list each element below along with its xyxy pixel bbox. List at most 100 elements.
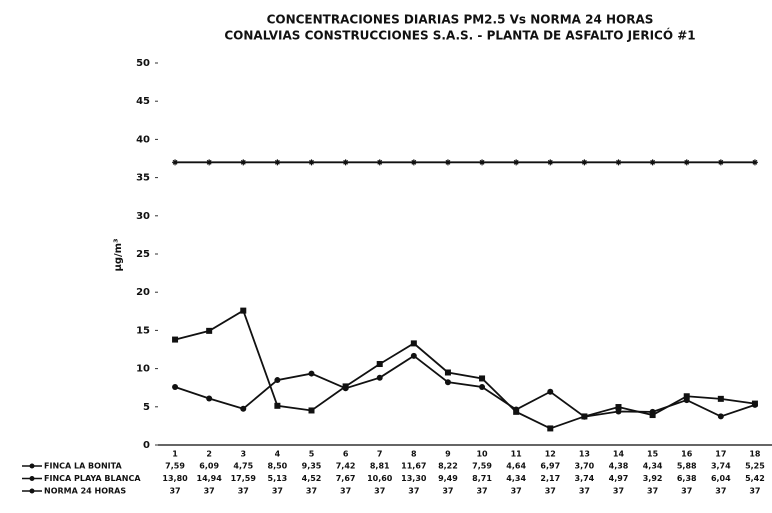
x-tick-label: 4 bbox=[275, 450, 281, 459]
table-cell: 37 bbox=[715, 487, 726, 496]
point bbox=[342, 383, 349, 390]
x-tick-label: 2 bbox=[206, 450, 212, 459]
table-cell: 7,59 bbox=[165, 462, 185, 471]
point bbox=[683, 393, 690, 400]
table-cell: 37 bbox=[204, 487, 215, 496]
y-tick-label: 35 bbox=[136, 173, 150, 184]
y-tick-label: 45 bbox=[136, 96, 150, 107]
x-tick-label: 3 bbox=[240, 450, 246, 459]
chart-title: CONCENTRACIONES DIARIAS PM2.5 Vs NORMA 2… bbox=[267, 13, 654, 27]
point bbox=[172, 384, 179, 391]
point bbox=[479, 159, 486, 166]
point bbox=[751, 159, 758, 166]
table-cell: 37 bbox=[511, 487, 522, 496]
table-cell: 9,35 bbox=[302, 462, 322, 471]
x-tick-label: 18 bbox=[749, 450, 761, 459]
y-tick-label: 25 bbox=[136, 249, 150, 260]
table-cell: 4,75 bbox=[233, 462, 253, 471]
legend-label: NORMA 24 HORAS bbox=[44, 487, 126, 496]
point bbox=[513, 408, 520, 415]
point bbox=[683, 159, 690, 166]
table-cell: 37 bbox=[647, 487, 658, 496]
x-tick-label: 11 bbox=[511, 450, 523, 459]
table-cell: 3,74 bbox=[711, 462, 731, 471]
table-cell: 37 bbox=[545, 487, 556, 496]
x-tick-label: 13 bbox=[579, 450, 590, 459]
table-cell: 37 bbox=[340, 487, 351, 496]
table-cell: 5,42 bbox=[745, 474, 765, 483]
table-cell: 9,49 bbox=[438, 474, 458, 483]
x-tick-label: 8 bbox=[411, 450, 417, 459]
table-cell: 4,97 bbox=[609, 474, 629, 483]
point bbox=[615, 404, 622, 411]
table-cell: 3,92 bbox=[643, 474, 663, 483]
point bbox=[513, 159, 520, 166]
point bbox=[581, 159, 588, 166]
x-tick-label: 16 bbox=[681, 450, 693, 459]
point bbox=[240, 159, 247, 166]
point bbox=[240, 405, 247, 412]
table-cell: 4,52 bbox=[302, 474, 322, 483]
table-cell: 37 bbox=[579, 487, 590, 496]
point bbox=[376, 374, 383, 381]
table-cell: 6,97 bbox=[540, 462, 560, 471]
x-tick-label: 1 bbox=[172, 450, 178, 459]
point bbox=[308, 407, 315, 414]
point bbox=[376, 159, 383, 166]
table-cell: 5,13 bbox=[268, 474, 288, 483]
table-cell: 7,67 bbox=[336, 474, 356, 483]
table-cell: 4,34 bbox=[506, 474, 526, 483]
table-cell: 37 bbox=[476, 487, 487, 496]
point bbox=[649, 159, 656, 166]
point bbox=[717, 413, 724, 420]
point bbox=[274, 402, 281, 409]
point bbox=[308, 159, 315, 166]
y-tick-label: 50 bbox=[136, 58, 150, 69]
table-cell: 8,81 bbox=[370, 462, 390, 471]
series-line bbox=[174, 309, 756, 430]
table-cell: 4,64 bbox=[506, 462, 526, 471]
y-tick-label: 15 bbox=[136, 325, 150, 336]
point bbox=[547, 388, 554, 395]
point bbox=[547, 159, 554, 166]
table-cell: 11,67 bbox=[401, 462, 426, 471]
point bbox=[479, 384, 486, 391]
table-cell: 3,74 bbox=[575, 474, 595, 483]
x-tick-label: 12 bbox=[545, 450, 556, 459]
point bbox=[172, 336, 179, 343]
point bbox=[581, 413, 588, 420]
point bbox=[444, 379, 451, 386]
x-tick-label: 9 bbox=[445, 450, 451, 459]
table-cell: 7,42 bbox=[336, 462, 356, 471]
y-tick-label: 5 bbox=[143, 402, 150, 413]
table-cell: 37 bbox=[306, 487, 317, 496]
table-cell: 13,30 bbox=[401, 474, 427, 483]
point bbox=[717, 159, 724, 166]
table-cell: 37 bbox=[169, 487, 180, 496]
table-cell: 37 bbox=[613, 487, 624, 496]
point bbox=[479, 375, 486, 382]
table-cell: 13,80 bbox=[162, 474, 188, 483]
x-tick-label: 17 bbox=[715, 450, 726, 459]
table-cell: 17,59 bbox=[231, 474, 257, 483]
x-tick-label: 7 bbox=[377, 450, 383, 459]
legend-marker bbox=[29, 463, 35, 469]
table-cell: 8,71 bbox=[472, 474, 492, 483]
table-cell: 7,59 bbox=[472, 462, 492, 471]
point bbox=[274, 159, 281, 166]
point bbox=[410, 340, 417, 347]
point bbox=[615, 159, 622, 166]
y-tick-label: 40 bbox=[136, 134, 150, 145]
point bbox=[376, 361, 383, 368]
x-tick-label: 15 bbox=[647, 450, 659, 459]
series-line bbox=[174, 354, 756, 418]
table-cell: 6,38 bbox=[677, 474, 697, 483]
point bbox=[206, 159, 213, 166]
table-cell: 37 bbox=[749, 487, 760, 496]
point bbox=[547, 425, 554, 432]
y-tick-label: 20 bbox=[136, 287, 150, 298]
point bbox=[240, 307, 247, 314]
point bbox=[717, 395, 724, 402]
point bbox=[274, 377, 281, 384]
